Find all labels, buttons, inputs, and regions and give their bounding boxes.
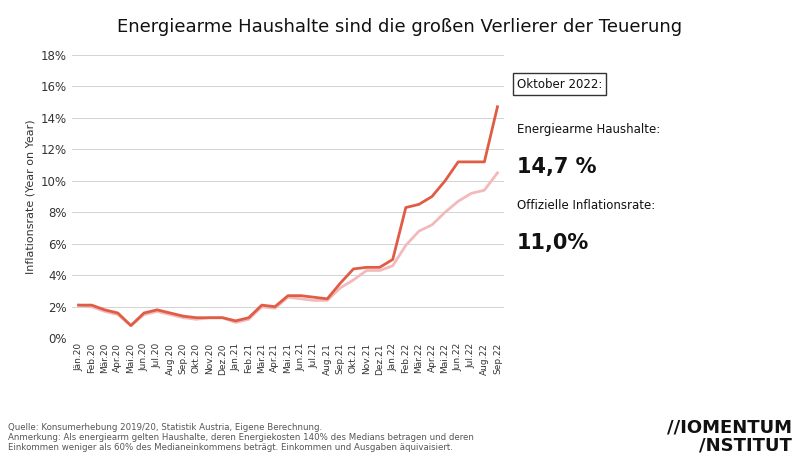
- Text: 11,0%: 11,0%: [517, 234, 590, 253]
- Text: Energiearme Haushalte:: Energiearme Haushalte:: [517, 123, 660, 136]
- Text: Offizielle Inflationsrate:: Offizielle Inflationsrate:: [517, 199, 655, 213]
- Text: 14,7 %: 14,7 %: [517, 157, 597, 177]
- Text: Oktober 2022:: Oktober 2022:: [517, 78, 602, 90]
- Text: //IOMENTUM
/NSTITUT: //IOMENTUM /NSTITUT: [667, 419, 792, 455]
- Text: Quelle: Konsumerhebung 2019/20, Statistik Austria, Eigene Berechnung.
Anmerkung:: Quelle: Konsumerhebung 2019/20, Statisti…: [8, 423, 474, 452]
- Text: Energiearme Haushalte sind die großen Verlierer der Teuerung: Energiearme Haushalte sind die großen Ve…: [118, 18, 682, 36]
- Y-axis label: Inflationsrate (Year on Year): Inflationsrate (Year on Year): [26, 119, 35, 274]
